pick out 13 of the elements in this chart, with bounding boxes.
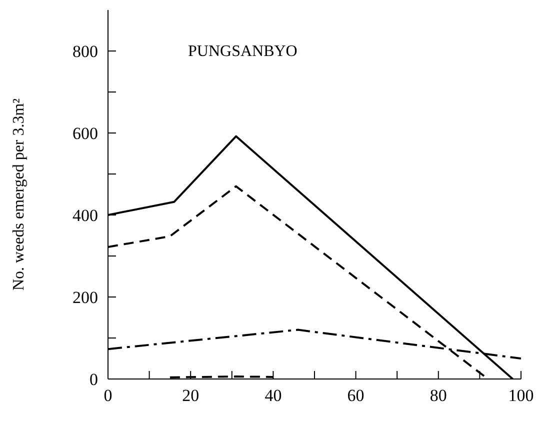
y-tick-label: 600 [72, 124, 98, 144]
y-tick-label: 800 [72, 42, 98, 62]
y-axis-title: No. weeds emerged per 3.3m² [10, 98, 28, 290]
x-tick-label: 100 [508, 386, 534, 406]
x-tick-label: 60 [347, 386, 364, 406]
x-tick-label: 20 [182, 386, 200, 406]
x-tick-label: 0 [104, 386, 112, 406]
y-tick-label: 400 [72, 206, 98, 226]
y-tick-label: 0 [90, 370, 98, 390]
text: PUNGSANBYO [188, 43, 298, 61]
x-tick-label: 40 [264, 386, 282, 406]
x-tick-label: 80 [430, 386, 447, 406]
y-tick-label: 200 [72, 288, 98, 308]
